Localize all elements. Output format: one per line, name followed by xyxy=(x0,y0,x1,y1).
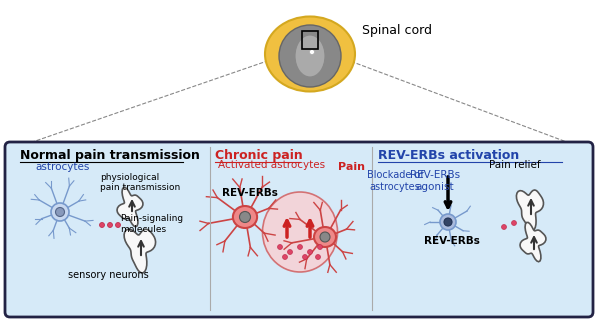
Polygon shape xyxy=(117,187,143,227)
Text: Spinal cord: Spinal cord xyxy=(362,24,432,37)
Ellipse shape xyxy=(314,227,336,247)
Ellipse shape xyxy=(233,206,257,228)
Ellipse shape xyxy=(283,254,287,260)
Ellipse shape xyxy=(302,254,308,260)
Text: REV-ERBs: REV-ERBs xyxy=(222,188,278,198)
Ellipse shape xyxy=(317,244,323,250)
Ellipse shape xyxy=(107,223,113,228)
Bar xyxy=(302,31,318,49)
Ellipse shape xyxy=(277,244,283,250)
Text: astrocytes: astrocytes xyxy=(35,162,89,172)
Ellipse shape xyxy=(444,218,452,226)
Text: Pain-signaling
molecules: Pain-signaling molecules xyxy=(120,214,183,234)
Ellipse shape xyxy=(279,25,341,87)
Ellipse shape xyxy=(239,212,251,223)
Ellipse shape xyxy=(298,244,302,250)
Text: REV-ERBs: REV-ERBs xyxy=(424,236,480,246)
Ellipse shape xyxy=(263,192,337,272)
Ellipse shape xyxy=(115,223,121,228)
Text: REV-ERBs
agonist: REV-ERBs agonist xyxy=(410,170,460,192)
Text: Pain: Pain xyxy=(338,162,365,172)
Text: REV-ERBs activation: REV-ERBs activation xyxy=(378,149,519,162)
Text: Chronic pain: Chronic pain xyxy=(215,149,303,162)
Ellipse shape xyxy=(56,207,65,216)
Ellipse shape xyxy=(100,223,104,228)
Ellipse shape xyxy=(440,214,456,230)
Polygon shape xyxy=(520,223,546,262)
Ellipse shape xyxy=(287,250,293,254)
Ellipse shape xyxy=(51,203,69,221)
Ellipse shape xyxy=(502,224,506,230)
Ellipse shape xyxy=(265,16,355,91)
Text: Pain relief: Pain relief xyxy=(489,160,541,170)
Ellipse shape xyxy=(511,221,517,225)
FancyBboxPatch shape xyxy=(5,142,593,317)
Text: Activated astrocytes: Activated astrocytes xyxy=(218,160,325,170)
Text: Blockade of
astrocytes: Blockade of astrocytes xyxy=(367,170,424,192)
Ellipse shape xyxy=(316,254,320,260)
Text: physiological
pain transmission: physiological pain transmission xyxy=(100,173,180,193)
Text: sensory neurons: sensory neurons xyxy=(68,270,148,280)
Ellipse shape xyxy=(308,250,313,254)
Text: Normal pain transmission: Normal pain transmission xyxy=(20,149,200,162)
Ellipse shape xyxy=(320,232,330,242)
Ellipse shape xyxy=(295,35,325,77)
Ellipse shape xyxy=(310,50,314,54)
Polygon shape xyxy=(124,229,155,273)
Polygon shape xyxy=(517,190,544,231)
